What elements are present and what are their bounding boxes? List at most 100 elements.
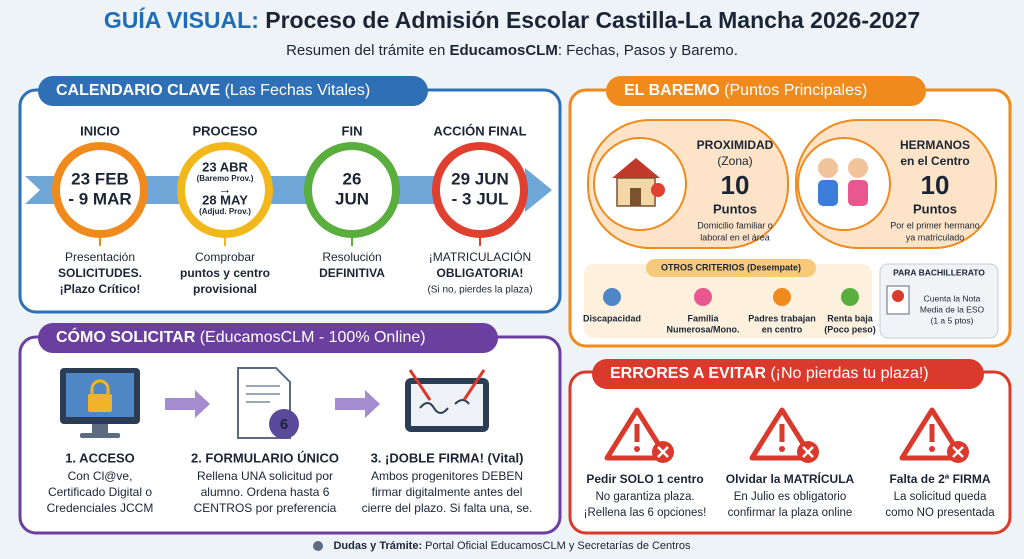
bachillerato-title: PARA BACHILLERATO xyxy=(893,267,985,277)
section-title-part: (¡No pierdas tu plaza!) xyxy=(766,365,929,382)
step-title: 3. ¡DOBLE FIRMA! (Vital) xyxy=(371,450,524,465)
footer-part: Portal Oficial EducamosCLM y Secretarías… xyxy=(422,540,691,552)
step-title: 1. ACCESO xyxy=(65,450,135,465)
x-badge-cross xyxy=(657,446,669,458)
section-title: CÓMO SOLICITAR (EducamosCLM - 100% Onlin… xyxy=(56,327,426,346)
calendar-header xyxy=(38,76,428,106)
footer-part: Dudas y Trámite: xyxy=(333,540,422,552)
siblings-icon xyxy=(818,158,868,206)
step-description: alumno. Ordena hasta 6 xyxy=(201,485,330,499)
step-description: Con Cl@ve, xyxy=(68,469,133,483)
errors-header xyxy=(592,359,984,389)
step-label: PROCESO xyxy=(192,123,257,138)
error-description: confirmar la plaza online xyxy=(728,507,853,519)
step-label: ACCIÓN FINAL xyxy=(433,123,526,138)
step-description: ¡Plazo Crítico! xyxy=(60,282,141,296)
step-arrow xyxy=(165,390,210,418)
error-description: como NO presentada xyxy=(885,507,995,519)
date-text: 29 JUN xyxy=(451,169,509,188)
step-label: INICIO xyxy=(80,123,120,138)
section-title-part: EL BAREMO xyxy=(624,82,720,99)
card-heading: HERMANOS xyxy=(900,138,970,152)
section-title-part: (Las Fechas Vitales) xyxy=(220,82,370,99)
tablet-icon xyxy=(419,402,449,414)
card-points: 10 xyxy=(721,170,750,200)
monitor-icon xyxy=(60,368,140,438)
other-criteria-title: OTROS CRITERIOS (Desempate) xyxy=(661,262,801,272)
criteria-label: Numerosa/Mono. xyxy=(666,324,739,334)
criteria-icon xyxy=(694,288,712,306)
date-text: 28 MAY xyxy=(202,192,248,207)
date-ring xyxy=(52,142,148,238)
step-description: DEFINITIVA xyxy=(319,266,385,280)
step-description: CENTROS por preferencia xyxy=(194,501,337,515)
step-description: SOLICITUDES. xyxy=(58,266,142,280)
date-text: (Adjud. Prov.) xyxy=(199,207,251,216)
siblings-icon xyxy=(848,158,868,178)
error-title: Olvidar la MATRÍCULA xyxy=(726,471,855,486)
house-icon xyxy=(612,158,660,178)
card-description: Domicilio familiar o xyxy=(697,220,773,230)
card-heading: PROXIMIDAD xyxy=(697,138,774,152)
step-description: Ambos progenitores DEBEN xyxy=(371,469,523,483)
criteria-label: Renta baja xyxy=(827,313,874,323)
title-main: Proceso de Admisión Escolar Castilla-La … xyxy=(259,7,920,33)
criteria-label: Familia xyxy=(687,313,719,323)
timeline-arrow xyxy=(25,168,552,212)
bachillerato-box xyxy=(879,263,999,339)
other-criteria-box xyxy=(584,264,872,338)
tablet-icon xyxy=(454,399,470,405)
section-title: CALENDARIO CLAVE (Las Fechas Vitales) xyxy=(56,82,370,99)
tablet-icon xyxy=(405,369,489,432)
step-description: Rellena UNA solicitud por xyxy=(197,469,333,483)
siblings-icon xyxy=(818,158,838,178)
step-description: Comprobar xyxy=(195,250,255,264)
step-title: 2. FORMULARIO ÚNICO xyxy=(191,450,339,465)
card-description: ya matriculado xyxy=(906,232,965,242)
bachillerato-text: Cuenta la Nota xyxy=(924,293,981,303)
monitor-icon xyxy=(90,379,110,395)
criteria-label: Padres trabajan xyxy=(748,313,816,323)
error-title: Pedir SOLO 1 centro xyxy=(586,472,703,486)
section-title-part: (EducamosCLM - 100% Online) xyxy=(195,329,425,346)
title: GUÍA VISUAL: Proceso de Admisión Escolar… xyxy=(104,6,920,33)
card-points: 10 xyxy=(921,170,950,200)
house-icon xyxy=(612,158,665,207)
criteria-icon xyxy=(773,288,791,306)
date-text: 23 FEB xyxy=(71,169,129,188)
subtitle-part: EducamosCLM xyxy=(449,42,557,59)
date-text: - 3 JUL xyxy=(452,189,509,208)
section-title-part: ERRORES A EVITAR xyxy=(610,365,766,382)
siblings-icon xyxy=(818,180,838,206)
howto-header xyxy=(38,323,498,353)
tablet-icon xyxy=(462,369,486,401)
card-description: Por el primer hermano xyxy=(890,220,980,230)
form-icon xyxy=(269,409,299,439)
title-prefix: GUÍA VISUAL: xyxy=(104,6,259,33)
form-number: 6 xyxy=(280,416,288,433)
other-criteria-header xyxy=(646,259,816,277)
monitor-icon xyxy=(80,433,120,438)
warning-mark xyxy=(779,424,785,442)
date-ring xyxy=(177,142,273,238)
footer: Dudas y Trámite: Portal Oficial Educamos… xyxy=(333,540,691,552)
monitor-icon xyxy=(92,424,108,434)
card-description: laboral en el área xyxy=(700,232,770,242)
error-description: En Julio es obligatorio xyxy=(734,491,847,503)
warning-mark xyxy=(634,424,640,442)
step-description: Presentación xyxy=(65,250,135,264)
date-text: 23 ABR xyxy=(202,159,248,174)
criteria-label: (Poco peso) xyxy=(824,324,876,334)
date-text: 26 xyxy=(343,169,362,188)
bachillerato-text: Media de la ESO xyxy=(920,304,985,314)
baremo-header xyxy=(606,76,926,106)
error-description: No garantiza plaza. xyxy=(595,491,694,503)
x-badge-cross xyxy=(952,446,964,458)
step-description: Credenciales JCCM xyxy=(47,501,154,515)
subtitle-part: Resumen del trámite en xyxy=(286,42,449,59)
date-text: - 9 MAR xyxy=(68,189,131,208)
warning-mark xyxy=(929,446,935,452)
section-title-part: CÓMO SOLICITAR xyxy=(56,327,196,346)
